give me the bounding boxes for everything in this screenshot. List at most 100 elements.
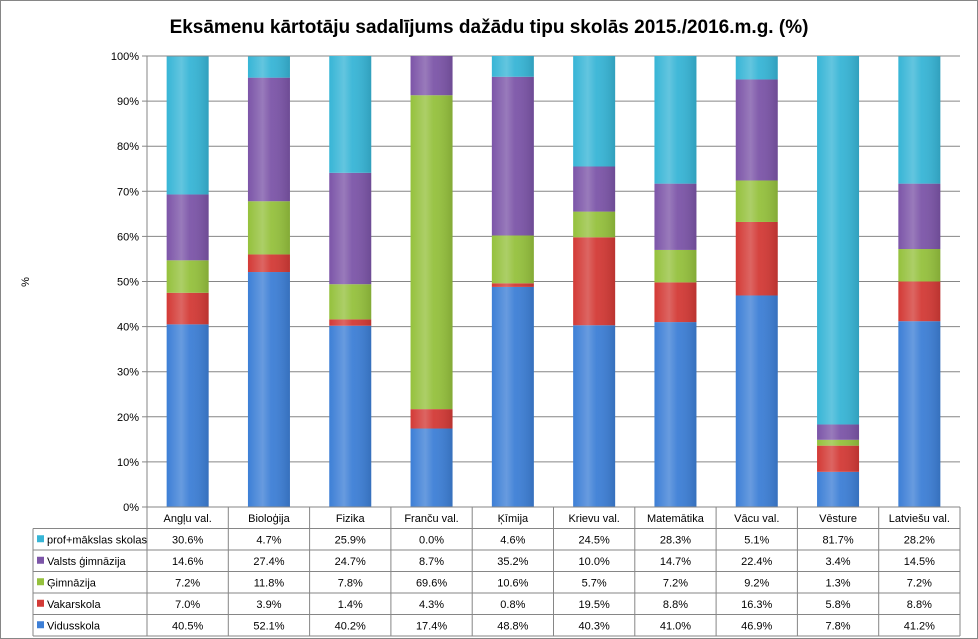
table-cell-value: 3.4% (826, 556, 851, 568)
table-cell-value: 7.8% (338, 577, 363, 589)
table-cell-value: 4.6% (500, 534, 525, 546)
bar-segment-shade (166, 324, 209, 507)
table-cell-value: 3.9% (256, 599, 281, 611)
table-cell-value: 27.4% (253, 556, 284, 568)
y-tick-label: 100% (111, 51, 139, 63)
table-cell-value: 48.8% (497, 620, 528, 632)
table-cell-value: 7.2% (175, 577, 200, 589)
table-cell-value: 28.2% (904, 534, 935, 546)
table-cell-value: 40.5% (172, 620, 203, 632)
table-cell-value: 22.4% (741, 556, 772, 568)
y-axis-label: % (20, 277, 32, 287)
bar-segment-shade (410, 95, 453, 410)
table-cell-value: 5.7% (582, 577, 607, 589)
bar-segment-shade (573, 237, 616, 326)
table-cell-value: 19.5% (579, 599, 610, 611)
bar-segment-shade (654, 282, 697, 323)
bar-segment-shade (247, 201, 290, 255)
table-cell-value: 14.7% (660, 556, 691, 568)
bar-segment-shade (410, 428, 453, 507)
category-label: Latviešu val. (889, 513, 950, 525)
bar-segment-shade (247, 254, 290, 273)
bar-segment-shade (491, 283, 534, 287)
y-tick-label: 20% (117, 412, 139, 424)
legend-label: Vidusskola (47, 620, 101, 632)
bar-segment-shade (817, 445, 860, 472)
y-tick-label: 90% (117, 96, 139, 108)
bar-segment-shade (329, 319, 372, 326)
bar-segment-shade (735, 180, 778, 222)
legend-label: Valsts ģimnāzija (47, 555, 127, 568)
bar-segment-shade (898, 249, 941, 282)
table-cell-value: 35.2% (497, 556, 528, 568)
bar-segment-shade (735, 295, 778, 507)
bar-segment-shade (166, 260, 209, 293)
bar-segment-shade (654, 249, 697, 283)
bars (166, 56, 941, 507)
table-cell-value: 69.6% (416, 577, 447, 589)
bar-segment-shade (329, 56, 372, 173)
category-label: Franču val. (404, 513, 458, 525)
table-cell-value: 28.3% (660, 534, 691, 546)
table-cell-value: 7.2% (907, 577, 932, 589)
y-tick-label: 80% (117, 141, 139, 153)
bar-segment-shade (817, 56, 860, 425)
category-label: Angļu val. (163, 513, 211, 525)
table-cell-value: 7.2% (663, 577, 688, 589)
table-cell-value: 16.3% (741, 599, 772, 611)
table-cell-value: 14.6% (172, 556, 203, 568)
bar-segment-shade (735, 56, 778, 80)
bar-segment-shade (410, 409, 453, 429)
bar-segment-shade (329, 284, 372, 320)
table-cell-value: 8.8% (907, 599, 932, 611)
legend-swatch (37, 599, 44, 607)
table-cell-value: 10.6% (497, 577, 528, 589)
bar-segment-shade (654, 322, 697, 507)
table-cell-value: 24.5% (579, 534, 610, 546)
bar-segment-shade (247, 56, 290, 78)
bar-segment-shade (898, 281, 941, 322)
bar-segment-shade (247, 77, 290, 202)
table-cell-value: 24.7% (335, 556, 366, 568)
y-tick-label: 30% (117, 367, 139, 379)
bar-segment-shade (166, 56, 209, 195)
bar-segment-shade (329, 325, 372, 507)
bar-segment-shade (817, 439, 860, 446)
legend-label: Vakarskola (47, 599, 101, 611)
y-tick-label: 40% (117, 322, 139, 334)
bar-segment-shade (817, 424, 860, 440)
bar-segment-shade (735, 221, 778, 296)
table-cell-value: 46.9% (741, 620, 772, 632)
bar-segment-shade (898, 321, 941, 507)
bar-segment-shade (329, 172, 372, 285)
table-cell-value: 8.8% (663, 599, 688, 611)
table-cell-value: 4.7% (256, 534, 281, 546)
bar-segment-shade (817, 471, 860, 507)
bar-segment-shade (654, 183, 697, 250)
bar-segment-shade (491, 56, 534, 77)
bar-segment-shade (898, 56, 941, 184)
y-tick-label: 50% (117, 277, 139, 289)
table-cell-value: 30.6% (172, 534, 203, 546)
bar-segment-shade (573, 211, 616, 238)
table-cell-value: 0.0% (419, 534, 444, 546)
legend-label: prof+mākslas skolas (47, 534, 147, 546)
table-cell-value: 41.0% (660, 620, 691, 632)
y-tick-label: 0% (123, 502, 139, 514)
table-cell-value: 81.7% (822, 534, 853, 546)
chart-title: Eksāmenu kārtotāju sadalījums dažādu tip… (170, 17, 809, 38)
legend-swatch (37, 578, 44, 586)
table-cell-value: 7.8% (826, 620, 851, 632)
table-cell-value: 1.3% (826, 577, 851, 589)
category-label: Matemātika (647, 513, 705, 525)
table-cell-value: 10.0% (579, 556, 610, 568)
data-table: Angļu val. Bioloģija Fizika Franču val. Ķīmi… (32, 506, 961, 637)
bar-segment-shade (410, 56, 453, 96)
table-cell-value: 25.9% (335, 534, 366, 546)
y-tick-label: 70% (117, 186, 139, 198)
bar-segment-shade (491, 286, 534, 507)
category-label: Vācu val. (734, 513, 779, 525)
table-cell-value: 4.3% (419, 599, 444, 611)
category-label: Vēsture (819, 513, 857, 525)
